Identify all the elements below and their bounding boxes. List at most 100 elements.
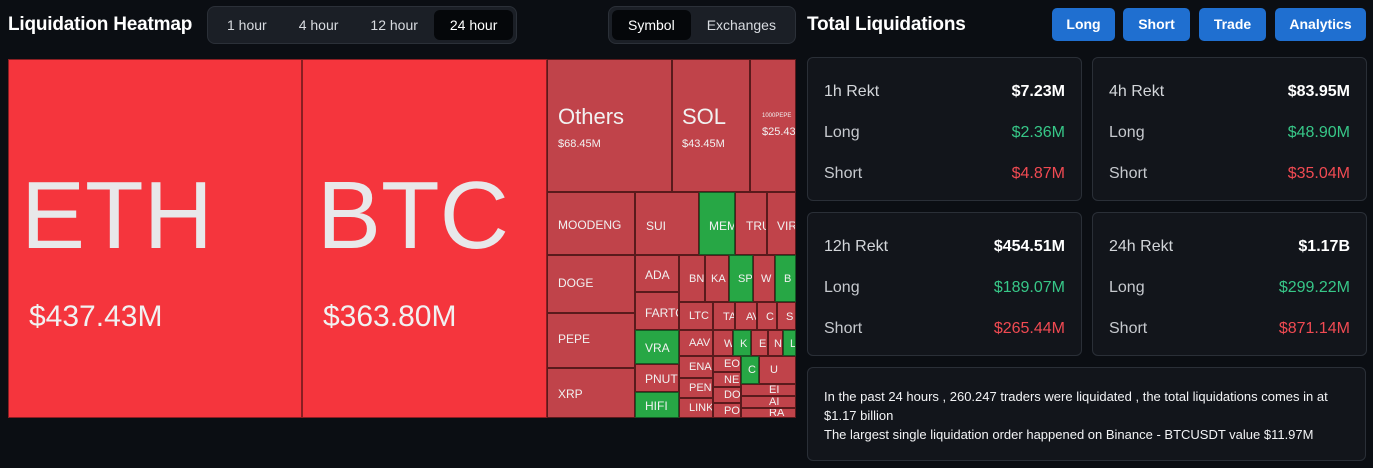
cell-value: $43.45M — [682, 138, 725, 150]
cell-value: $437.43M — [29, 300, 163, 333]
treemap-cell-farto[interactable]: FARTO — [635, 292, 679, 330]
treemap-cell-c2[interactable]: C — [741, 356, 759, 384]
tab-12-hour[interactable]: 12 hour — [370, 17, 418, 33]
treemap-cell-sui[interactable]: SUI — [635, 192, 699, 255]
card-label: 12h Rekt — [824, 238, 889, 255]
treemap-cell-bn[interactable]: BN — [679, 255, 705, 302]
cell-symbol: TRU — [746, 219, 766, 233]
treemap-cell-moodeng[interactable]: MOODENG — [547, 192, 635, 255]
stat-card-1h: 1h Rekt $7.23M Long $2.36M Short $4.87M — [807, 57, 1082, 201]
treemap-cell-l[interactable]: L — [783, 330, 796, 356]
cell-symbol: AAV — [689, 337, 711, 349]
treemap-cell-xrp[interactable]: XRP — [547, 368, 635, 418]
cell-symbol: LTC — [689, 310, 709, 322]
treemap-cell-ena[interactable]: ENA — [679, 356, 713, 378]
treemap-cell-ai[interactable]: AI — [741, 396, 796, 408]
treemap-cell-b[interactable]: B — [775, 255, 796, 302]
long-label: Long — [824, 279, 860, 296]
cell-symbol: SUI — [646, 219, 667, 233]
tab-1-hour[interactable]: 1 hour — [227, 17, 267, 33]
analytics-button[interactable]: Analytics — [1275, 8, 1366, 41]
cell-symbol: ENA — [689, 361, 712, 373]
short-label: Short — [1109, 320, 1148, 337]
treemap-cell-eth[interactable]: ETH $437.43M — [8, 59, 302, 418]
cell-symbol: DO — [724, 389, 741, 401]
trade-button[interactable]: Trade — [1199, 8, 1266, 41]
summary-line-2: The largest single liquidation order hap… — [824, 427, 1314, 442]
short-label: Short — [824, 165, 863, 182]
cell-symbol: XRP — [558, 387, 583, 401]
treemap-cell-doge[interactable]: DOGE — [547, 255, 635, 313]
tab-4-hour[interactable]: 4 hour — [298, 17, 339, 33]
treemap-cell-n[interactable]: N — [768, 330, 783, 356]
treemap-cell-c[interactable]: C — [757, 302, 777, 330]
treemap-cell-aav[interactable]: AAV — [679, 330, 713, 356]
treemap-cell-s[interactable]: S — [777, 302, 796, 330]
treemap-cell-u[interactable]: U — [759, 356, 796, 384]
treemap-cell-pepe[interactable]: PEPE — [547, 313, 635, 368]
treemap-cell-av[interactable]: AV — [735, 302, 757, 330]
treemap-cell-others[interactable]: Others $68.45M — [547, 59, 672, 192]
treemap-cell-pen[interactable]: PEN — [679, 378, 713, 398]
treemap-cell-po[interactable]: PO — [713, 403, 741, 418]
cell-symbol: W — [724, 338, 732, 350]
treemap-cell-mem[interactable]: MEM — [699, 192, 735, 255]
treemap-cell-hifi[interactable]: HIFI — [635, 392, 679, 418]
treemap-cell-ltc[interactable]: LTC — [679, 302, 713, 330]
long-value: $48.90M — [1287, 124, 1350, 141]
long-label: Long — [824, 124, 860, 141]
treemap-cell-ne[interactable]: NE — [713, 372, 741, 387]
short-button[interactable]: Short — [1123, 8, 1190, 41]
treemap-cell-sp[interactable]: SP — [729, 255, 753, 302]
long-value: $299.22M — [1278, 279, 1350, 296]
cell-symbol: MOODENG — [558, 218, 622, 232]
treemap-cell-link[interactable]: LINK — [679, 398, 713, 418]
tab-exchanges[interactable]: Exchanges — [706, 17, 776, 33]
treemap-cell-ka[interactable]: KA — [705, 255, 729, 302]
cell-symbol: U — [770, 364, 778, 376]
card-total: $7.23M — [1011, 83, 1065, 100]
cell-symbol: RA — [769, 408, 785, 418]
long-value: $2.36M — [1011, 124, 1065, 141]
treemap-cell-1000pepe[interactable]: 1000PEPE $25.43 — [750, 59, 796, 192]
tab-24-hour[interactable]: 24 hour — [433, 10, 514, 40]
tab-symbol[interactable]: Symbol — [612, 10, 691, 40]
cell-symbol: B — [784, 273, 792, 285]
cell-symbol: C — [766, 311, 774, 323]
cell-symbol: FARTO — [645, 306, 678, 320]
treemap-cell-pnut[interactable]: PNUT — [635, 364, 679, 392]
treemap-cell-eo[interactable]: EO — [713, 356, 741, 372]
cell-symbol: PNUT — [645, 372, 678, 386]
treemap-cell-sol[interactable]: SOL $43.45M — [672, 59, 750, 192]
cell-symbol: ADA — [645, 268, 670, 282]
cell-value: $68.45M — [558, 138, 601, 150]
treemap-cell-w[interactable]: W — [753, 255, 775, 302]
cell-symbol: N — [774, 338, 782, 350]
cell-symbol: S — [786, 311, 794, 323]
treemap-cell-vra[interactable]: VRA — [635, 330, 679, 364]
treemap-cell-ada[interactable]: ADA — [635, 255, 679, 292]
treemap-cell-do[interactable]: DO — [713, 387, 741, 403]
treemap-cell-k[interactable]: K — [733, 330, 751, 356]
cell-symbol: HIFI — [645, 399, 668, 413]
cell-symbol: ETH — [21, 162, 213, 269]
treemap-cell-ei[interactable]: EI — [741, 384, 796, 396]
treemap-cell-tru[interactable]: TRU — [735, 192, 767, 255]
stat-card-24h: 24h Rekt $1.17B Long $299.22M Short $871.14… — [1092, 212, 1367, 356]
cell-value: $363.80M — [323, 300, 457, 333]
treemap-cell-ra[interactable]: RA — [741, 408, 796, 418]
treemap-cell-e[interactable]: E — [751, 330, 768, 356]
short-value: $4.87M — [1011, 165, 1065, 182]
cell-symbol: SP — [738, 273, 753, 285]
cell-symbol: VRA — [645, 341, 670, 355]
long-button[interactable]: Long — [1052, 8, 1115, 41]
card-label: 1h Rekt — [824, 83, 880, 100]
treemap-cell-vir[interactable]: VIR — [767, 192, 796, 255]
treemap-cell-w2[interactable]: W — [713, 330, 733, 356]
cell-symbol: PEPE — [558, 332, 591, 346]
treemap-cell-btc[interactable]: BTC $363.80M — [302, 59, 547, 418]
cell-symbol: 1000PEPE — [762, 113, 792, 119]
treemap-cell-ta[interactable]: TA — [713, 302, 735, 330]
cell-symbol: MEM — [709, 219, 735, 233]
card-label: 24h Rekt — [1109, 238, 1174, 255]
